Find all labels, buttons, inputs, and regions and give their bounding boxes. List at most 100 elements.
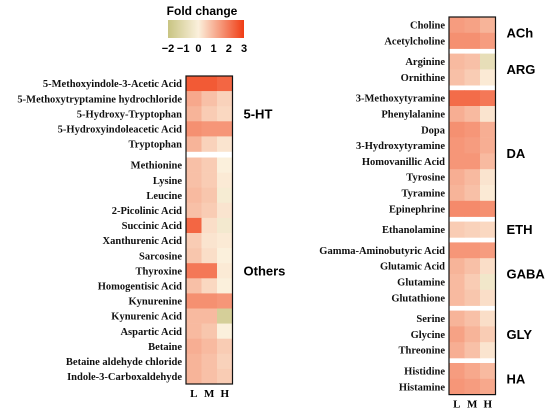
heatmap-cell (464, 17, 481, 34)
heatmap-cell (201, 217, 218, 234)
heatmap-cell (201, 157, 218, 173)
heatmap-cell (464, 153, 481, 170)
heatmap-cell (464, 169, 481, 186)
heatmap-cell (464, 32, 481, 49)
heatmap-cell (480, 169, 496, 186)
heatmap-cell (217, 91, 233, 107)
row-label: Serine (416, 314, 445, 325)
heatmap-cell (201, 353, 218, 370)
row-label: Ethanolamine (382, 225, 445, 236)
heatmap-cell (201, 308, 218, 324)
heatmap-cell (464, 310, 481, 327)
heatmap-cell (217, 187, 233, 204)
heatmap-cell (464, 258, 481, 275)
row-label: Choline (410, 21, 445, 32)
heatmap-cell (464, 137, 481, 154)
heatmap-panel-right: Choline Acetylcholine ACh Arginine Ornithine… (319, 16, 546, 409)
heatmap-cell (480, 289, 496, 306)
heatmap-cell (449, 137, 465, 154)
row-label: Aspartic Acid (120, 327, 182, 338)
heatmap-cell (217, 76, 233, 92)
heatmap-cell (480, 242, 496, 259)
heatmap-cell (449, 326, 465, 343)
row-label: Threonine (399, 346, 446, 357)
colorbar-title: Fold change (167, 4, 238, 18)
heatmap-cell (217, 248, 233, 264)
heatmap-cell (186, 323, 202, 339)
heatmap-cell (480, 274, 496, 291)
row-label: 3-Methoxytyramine (356, 94, 446, 105)
row-label: Homovanillic Acid (362, 157, 445, 168)
group-label: ACh (507, 25, 534, 40)
heatmap-cell (480, 310, 496, 327)
group-label: ARG (507, 62, 536, 77)
heatmap-cell (217, 293, 233, 309)
heatmap-cell (480, 363, 496, 380)
column-label: H (483, 399, 492, 409)
heatmap-cell (217, 202, 233, 219)
row-label: Succinic Acid (122, 221, 183, 232)
heatmap-cell (464, 53, 481, 70)
heatmap-cell (186, 278, 202, 294)
heatmap-cell (480, 90, 496, 107)
row-label: Tyramine (401, 189, 445, 200)
heatmap-cell (480, 378, 496, 395)
heatmap-cell (217, 136, 233, 152)
row-label: Ornithine (401, 73, 446, 84)
heatmap-cell (217, 368, 233, 385)
heatmap-cell (186, 308, 202, 324)
heatmap-cell (449, 106, 465, 123)
heatmap-cell (480, 53, 496, 70)
group-label: GABA (507, 267, 546, 282)
heatmap-border (185, 75, 234, 385)
group-label: HA (507, 371, 526, 386)
heatmap-cell (201, 91, 218, 107)
row-label: Acetylcholine (384, 36, 445, 47)
heatmap-cell (464, 106, 481, 123)
row-label: Lysine (153, 176, 183, 187)
heatmap-cell (201, 263, 218, 279)
heatmap-cell (201, 338, 218, 355)
colorbar-tick: 0 (195, 43, 201, 55)
heatmap-cell (186, 368, 202, 385)
heatmap-cell (201, 136, 218, 152)
heatmap-cell (217, 353, 233, 370)
row-label: Thyroxine (136, 266, 183, 277)
heatmap-cell (480, 185, 496, 202)
row-label: Glutamine (397, 278, 445, 289)
heatmap-cell (464, 289, 481, 306)
heatmap-cell (201, 293, 218, 309)
row-label: 3-Hydroxytyramine (356, 141, 445, 152)
heatmap-cell (186, 217, 202, 234)
row-label: Kynurenic Acid (111, 312, 182, 323)
heatmap-cell (449, 221, 465, 238)
heatmap-cell (186, 172, 202, 188)
heatmap-cell (464, 200, 481, 217)
colorbar-tick: −1 (177, 43, 190, 55)
heatmap-cell (186, 76, 202, 92)
column-label: M (467, 399, 478, 409)
row-label: Glycine (411, 330, 446, 341)
heatmap-cell (186, 121, 202, 137)
heatmap-cell (449, 242, 465, 259)
row-label: Betaine aldehyde chloride (66, 357, 182, 368)
row-label: Tyrosine (406, 173, 445, 184)
heatmap-cell (201, 172, 218, 188)
row-label: Xanthurenic Acid (103, 236, 183, 247)
heatmap-cell (186, 338, 202, 355)
heatmap-cell (464, 242, 481, 259)
heatmap-cell (217, 217, 233, 234)
heatmap-cell (480, 17, 496, 34)
heatmap-cell (201, 323, 218, 339)
column-label: L (190, 388, 197, 400)
heatmap-cell (464, 69, 481, 86)
heatmap-cell (449, 378, 465, 395)
colorbar-gradient (168, 20, 244, 38)
heatmap-cell (201, 233, 218, 249)
heatmap-cell (186, 248, 202, 264)
heatmap-cell (201, 76, 218, 92)
row-label: Betaine (148, 342, 182, 353)
row-label: 5-Methoxytryptamine hydrochloride (17, 94, 182, 105)
row-label: Kynurenine (129, 297, 183, 308)
heatmap-cell (449, 90, 465, 107)
